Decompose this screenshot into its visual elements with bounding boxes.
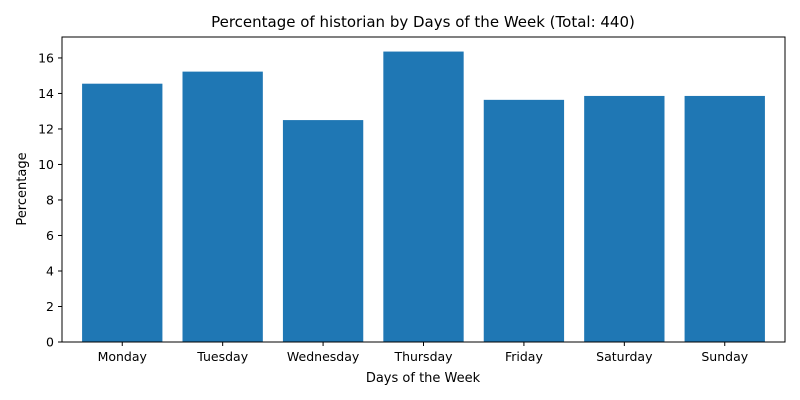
x-axis-ticks: Monday Tuesday Wednesday Thursday Friday Satu…: [98, 342, 749, 364]
bar-tuesday: [182, 71, 263, 342]
x-tick-label: Tuesday: [196, 349, 248, 364]
x-tick-label: Saturday: [596, 349, 653, 364]
y-tick-label: 16: [38, 50, 54, 65]
bar-wednesday: [282, 120, 364, 342]
y-tick-label: 12: [38, 121, 54, 136]
plot-frame: [61, 36, 786, 343]
y-tick-label: 10: [38, 157, 54, 172]
y-tick-label: 14: [38, 86, 54, 101]
bars-group: [82, 51, 765, 343]
x-axis-label: Days of the Week: [366, 371, 481, 386]
bar-thursday: [383, 51, 464, 343]
bar-monday: [82, 83, 163, 342]
bar-saturday: [584, 95, 665, 342]
bar-friday: [483, 99, 565, 342]
x-tick-label: Sunday: [701, 349, 748, 364]
x-tick-label: Friday: [505, 349, 543, 364]
y-tick-label: 2: [46, 299, 54, 314]
y-axis-label: Percentage: [15, 152, 30, 225]
y-axis-ticks: 0 2 4 6 8 10 12 14 16: [38, 50, 62, 350]
y-tick-label: 6: [46, 228, 54, 243]
y-tick-label: 4: [46, 263, 54, 278]
x-tick-label: Wednesday: [287, 349, 360, 364]
x-tick-label: Thursday: [393, 349, 453, 364]
y-tick-label: 8: [46, 192, 54, 207]
bar-sunday: [684, 95, 765, 342]
chart-title: Percentage of historian by Days of the W…: [211, 13, 635, 31]
y-tick-label: 0: [46, 335, 54, 350]
x-tick-label: Monday: [98, 349, 148, 364]
